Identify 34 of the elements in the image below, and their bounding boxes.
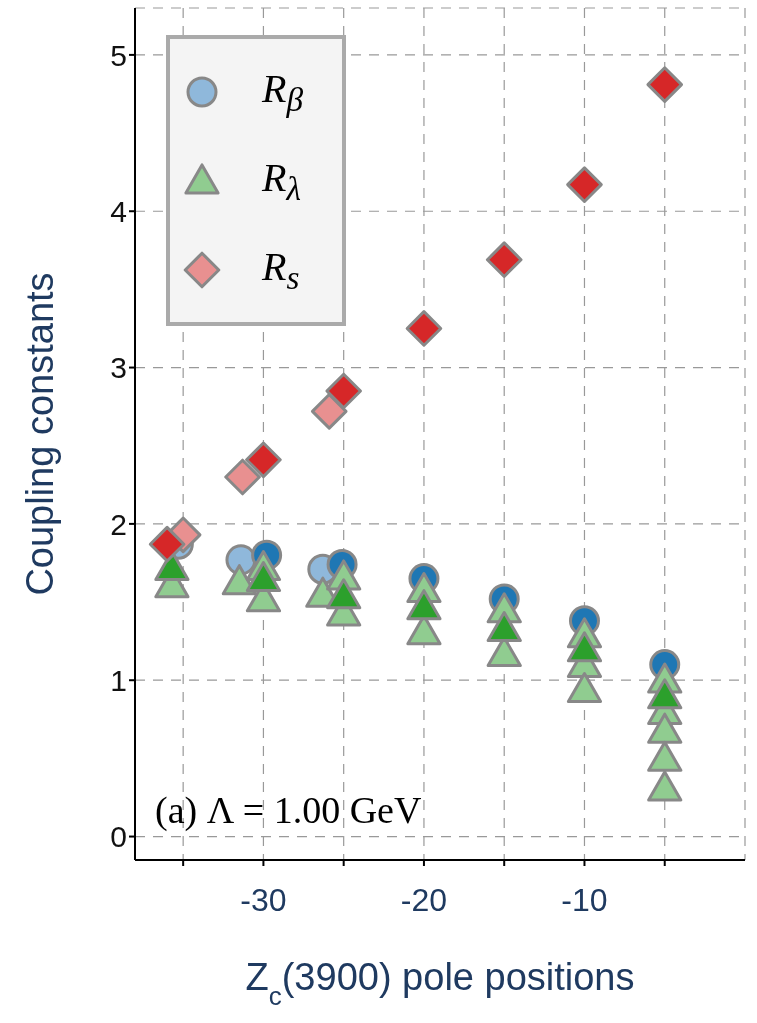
point <box>486 611 522 643</box>
point <box>326 578 362 610</box>
annotation: (a) Λ = 1.00 GeV <box>155 788 422 832</box>
y-tick-label: 4 <box>110 194 127 228</box>
point <box>148 525 186 563</box>
y-tick-label: 2 <box>110 507 127 541</box>
point <box>310 393 348 430</box>
x-tick-label: -10 <box>561 881 608 918</box>
point <box>325 372 362 410</box>
point <box>245 441 282 479</box>
y-axis-title: Coupling constants <box>19 272 62 596</box>
point <box>566 166 603 203</box>
x-axis-title: Z$_{c}$(3900) pole positions <box>245 956 635 1011</box>
point <box>485 241 523 278</box>
x-tick-label: -30 <box>240 881 287 918</box>
point <box>647 678 683 710</box>
point <box>406 589 442 621</box>
point <box>647 712 683 744</box>
point <box>566 631 603 663</box>
point <box>647 740 683 772</box>
legend-label: R$_{s}$ <box>262 242 300 297</box>
point <box>647 770 683 802</box>
point <box>224 458 261 496</box>
y-tick-label: 5 <box>110 38 127 72</box>
y-tick-label: 1 <box>110 663 127 697</box>
x-tick-label: -20 <box>400 881 448 918</box>
y-tick-label: 0 <box>110 820 127 854</box>
legend-label: R$_{λ}$ <box>262 153 301 208</box>
point <box>646 66 684 103</box>
point <box>245 561 282 593</box>
point <box>405 310 443 347</box>
point <box>566 672 603 703</box>
y-tick-label: 3 <box>110 351 127 385</box>
legend-label: R$_{β}$ <box>262 64 304 119</box>
